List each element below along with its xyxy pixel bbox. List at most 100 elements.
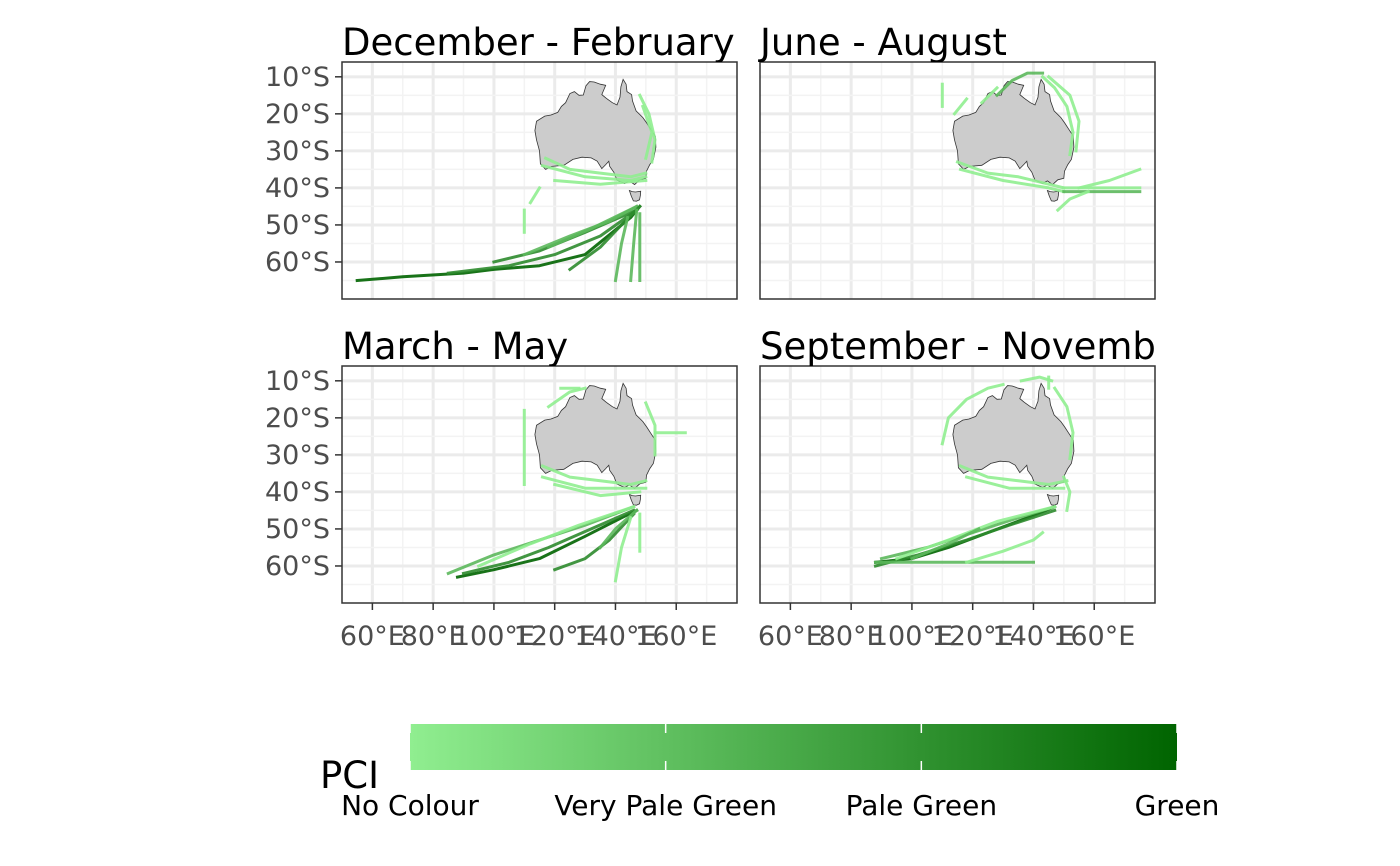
ship-track: [552, 482, 642, 498]
ship-track: [994, 71, 1045, 98]
ship-track: [567, 204, 642, 272]
ship-track: [1055, 189, 1091, 213]
legend-label: Pale Green: [846, 789, 997, 822]
ship-tracks: [873, 375, 1075, 568]
x-tick-label: 140°E: [992, 621, 1074, 652]
land-layer: [534, 382, 657, 506]
x-tick-label: 60°E: [758, 621, 823, 652]
ship-track: [546, 204, 639, 250]
y-tick-label: 40°S: [265, 173, 330, 204]
x-tick-label: 60°E: [340, 621, 405, 652]
ship-track: [1046, 74, 1081, 153]
ship-track: [476, 504, 636, 568]
ship-tracks: [446, 386, 687, 583]
gridlines: [760, 366, 1155, 603]
y-tick-label: 30°S: [265, 440, 330, 471]
panel-title: September - November: [760, 325, 1195, 368]
y-tick-label: 50°S: [265, 210, 330, 241]
ship-track: [540, 163, 648, 182]
y-tick-label: 20°S: [265, 403, 330, 434]
legend: PCI No Colour Very Pale Green Pale Green Gr…: [320, 724, 1219, 822]
panel-title: December - February: [342, 21, 735, 64]
ship-track: [613, 215, 630, 283]
y-tick-label: 10°S: [265, 366, 330, 397]
legend-title: PCI: [320, 754, 379, 797]
ship-track: [958, 167, 1066, 194]
y-tick-label: 10°S: [265, 62, 330, 93]
legend-label: No Colour: [341, 789, 479, 822]
x-tick-label: 160°E: [1053, 621, 1135, 652]
panel-border: [341, 365, 738, 604]
panel-background: [342, 366, 737, 603]
ship-track: [461, 508, 636, 576]
ship-track: [455, 508, 639, 579]
panel-background: [760, 62, 1155, 299]
map-panel: December - February 10°S 20°S 30°S 40°S 50°S 6…: [265, 21, 738, 300]
ship-track: [540, 464, 648, 486]
y-tick-label: 60°S: [265, 247, 330, 278]
ship-track: [1052, 386, 1075, 461]
australia-landmass: [952, 382, 1075, 490]
ship-track: [446, 208, 639, 275]
ship-track: [640, 104, 654, 161]
panel-border: [759, 61, 1156, 300]
x-tick-label: 140°E: [574, 621, 656, 652]
x-tick-label: 100°E: [871, 621, 953, 652]
ship-track: [543, 156, 648, 179]
panel-border: [341, 61, 738, 300]
x-tick-label: 80°E: [401, 621, 466, 652]
ship-track: [940, 382, 1005, 446]
y-tick-label: 20°S: [265, 99, 330, 130]
panel-title: June - August: [758, 21, 1007, 64]
ship-track: [964, 530, 1045, 565]
map-panel: March - May 10°S 20°S 30°S 40°S 50°S 60°S 60°E8…: [265, 325, 738, 652]
ship-tracks: [355, 93, 657, 283]
panel-border: [759, 365, 1156, 604]
y-tick-label: 50°S: [265, 514, 330, 545]
ship-track: [873, 508, 1057, 568]
ship-track: [958, 464, 1069, 486]
y-tick-label: 40°S: [265, 477, 330, 508]
legend-label: Green: [1135, 789, 1220, 822]
x-tick-label: 120°E: [932, 621, 1014, 652]
ship-track: [1077, 167, 1142, 190]
panel-title: March - May: [342, 325, 568, 368]
tasmania-landmass: [628, 493, 642, 506]
map-panel: June - August: [758, 21, 1156, 300]
gridlines: [760, 62, 1155, 299]
ship-track: [1040, 74, 1075, 157]
land-layer: [534, 78, 657, 202]
ship-track: [528, 185, 542, 205]
legend-labels: No Colour Very Pale Green Pale Green Green: [341, 789, 1219, 822]
ship-track: [552, 511, 636, 572]
ship-track: [909, 526, 981, 561]
legend-colorbar-ticks: [409, 724, 1178, 770]
ship-track: [553, 178, 648, 186]
ship-track: [1061, 475, 1072, 513]
map-panel: September - November 60°E80°E100°E120°E14…: [758, 325, 1195, 652]
tasmania-landmass: [1046, 189, 1060, 202]
ship-track: [979, 85, 1000, 105]
ship-track: [540, 475, 648, 490]
tasmania-landmass: [1046, 493, 1060, 506]
ship-track: [637, 93, 657, 164]
x-tick-label: 80°E: [819, 621, 884, 652]
ship-track: [964, 475, 1066, 490]
y-tick-label: 60°S: [265, 551, 330, 582]
ship-track: [629, 208, 639, 283]
ship-track: [952, 96, 969, 116]
x-tick-label: 100°E: [453, 621, 535, 652]
legend-label: Very Pale Green: [554, 789, 777, 822]
y-tick-label: 30°S: [265, 136, 330, 167]
ship-tracks: [940, 71, 1142, 213]
ship-track: [643, 401, 657, 457]
facet-panels: December - February 10°S 20°S 30°S 40°S 50°S 6…: [265, 21, 1195, 652]
legend-colorbar: [410, 724, 1177, 770]
ship-track: [613, 515, 633, 583]
x-tick-label: 160°E: [635, 621, 717, 652]
australia-landmass: [534, 382, 657, 490]
x-tick-label: 120°E: [514, 621, 596, 652]
land-layer: [952, 382, 1075, 506]
ship-track: [955, 160, 1066, 190]
